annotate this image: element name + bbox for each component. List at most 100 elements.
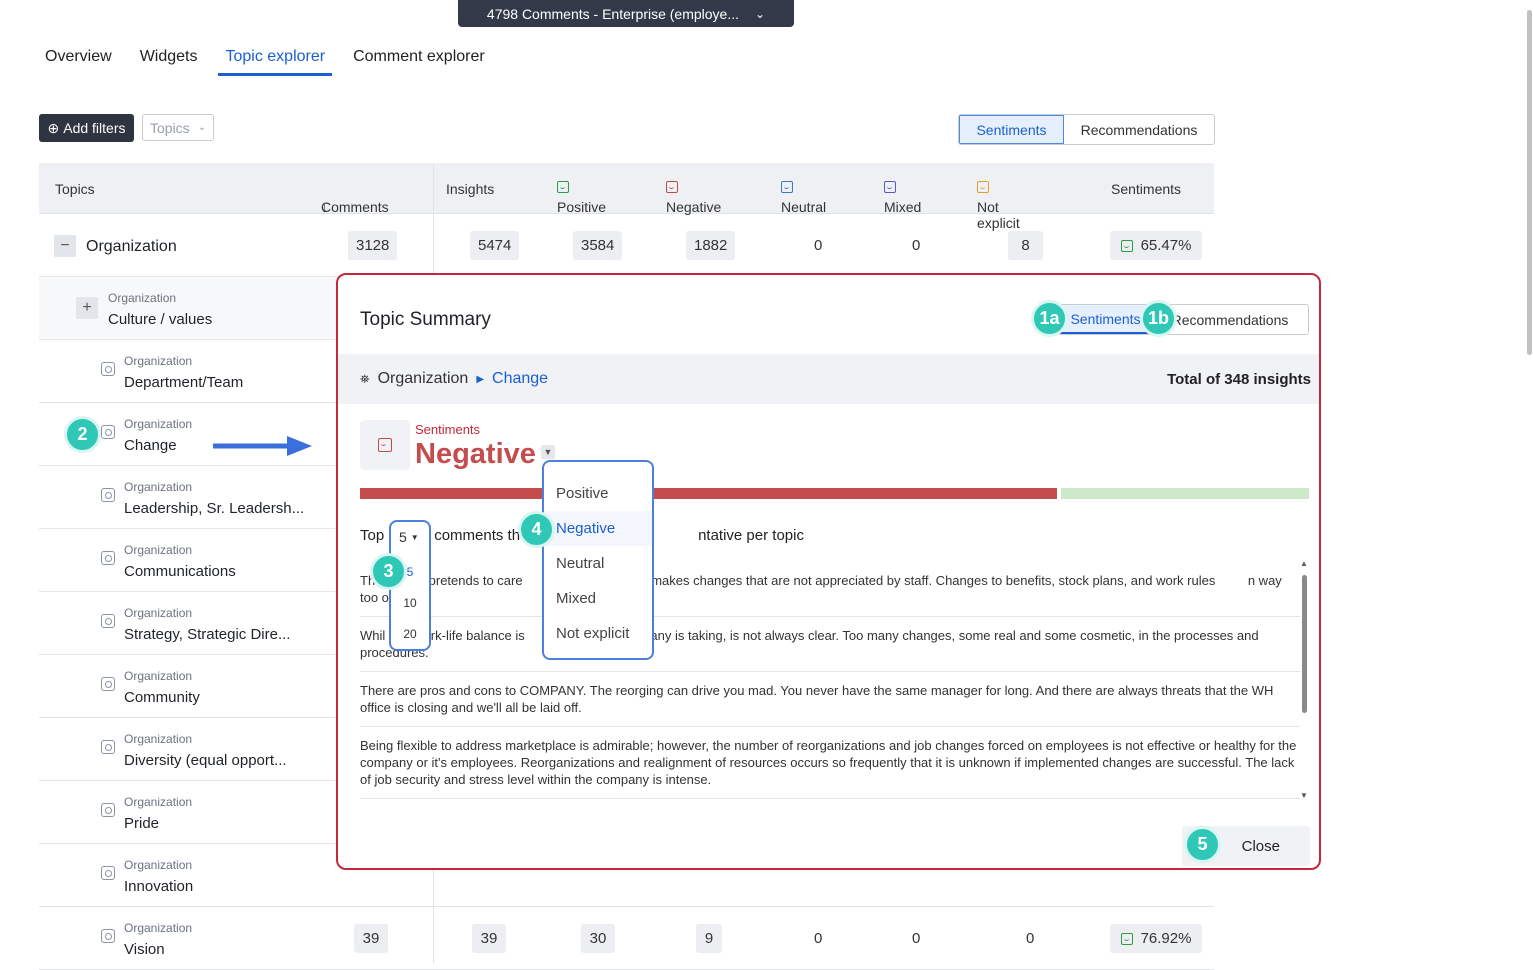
header-mixed: Mixed (884, 181, 921, 215)
negative-face-glyph (378, 438, 392, 452)
add-filters-button[interactable]: ⊕ Add filters (39, 114, 134, 142)
main-tabs: Overview Widgets Topic explorer Comment … (38, 40, 506, 76)
view-icon[interactable] (101, 929, 115, 943)
parent-neutral: 0 (814, 237, 823, 254)
view-icon[interactable] (101, 803, 115, 817)
breadcrumb-root[interactable]: Organization (377, 370, 469, 387)
header-negative-label: Negative (666, 199, 722, 215)
neutral-face-icon (781, 181, 793, 193)
tab-comment-explorer[interactable]: Comment explorer (353, 48, 485, 65)
collapse-icon[interactable]: − (54, 235, 76, 257)
dataset-selector[interactable]: 4798 Comments - Enterprise (employe... ⌄ (458, 0, 794, 27)
chevron-down-icon: ⌄ (755, 6, 766, 21)
top-count-option[interactable]: 10 (403, 596, 417, 610)
header-sentiments: Sentiments (1111, 181, 1182, 197)
row-sentiment-badge: 76.92% (1110, 924, 1202, 953)
header-insights: Insights (446, 181, 495, 197)
negative-share-bar (360, 488, 1057, 499)
total-insights: Total of 348 insights (1167, 371, 1311, 388)
page-scroll-thumb[interactable] (1527, 10, 1532, 355)
table-row[interactable]: Organization Innovation (39, 844, 1214, 907)
top-count-current[interactable]: 5 ▼ (399, 529, 419, 545)
view-icon[interactable] (101, 614, 115, 628)
row-neutral: 0 (814, 930, 823, 947)
row-insights: 39 (472, 924, 506, 953)
sentiment-option[interactable]: Positive (556, 485, 609, 502)
header-neutral: Neutral (781, 181, 826, 215)
view-icon[interactable] (101, 551, 115, 565)
sentiment-option[interactable]: Mixed (556, 590, 597, 607)
view-icon[interactable] (101, 362, 115, 376)
tab-overview[interactable]: Overview (45, 48, 112, 65)
sentiment-dropdown-toggle[interactable]: ▼ (541, 445, 555, 459)
row-topic-name: Culture / values (108, 311, 213, 328)
sentiments-toggle[interactable]: Sentiments (959, 115, 1064, 144)
view-icon[interactable] (101, 488, 115, 502)
parent-positive: 3584 (573, 231, 623, 260)
view-icon[interactable] (101, 866, 115, 880)
row-category: Organization (124, 480, 193, 494)
sentiment-option[interactable]: Neutral (556, 555, 605, 572)
table-row-parent[interactable]: − Organization 3128 5474 3584 1882 0 0 8… (39, 214, 1214, 277)
parent-negative: 1882 (686, 231, 736, 260)
row-topic-name: Diversity (equal opport... (124, 752, 287, 769)
row-mixed: 0 (912, 930, 921, 947)
modal-view-toggle: Sentiments Recommendations (1058, 304, 1309, 335)
comments-scrollbar[interactable]: ▲ ▼ (1300, 559, 1308, 803)
top-middle: comments th (434, 527, 521, 544)
scroll-up-icon[interactable]: ▲ (1300, 559, 1308, 568)
topic-summary-modal: Topic Summary Sentiments Recommendations… (336, 273, 1321, 870)
negative-face-icon (666, 181, 678, 193)
breadcrumb-current[interactable]: Change (492, 370, 549, 387)
row-category: Organization (124, 669, 193, 683)
row-category: Organization (124, 354, 193, 368)
row-category: Organization (124, 795, 193, 809)
recommendations-toggle[interactable]: Recommendations (1080, 121, 1198, 138)
sentiment-value: Negative (415, 438, 536, 470)
positive-face-icon (557, 181, 569, 193)
chevron-down-icon: ⌄ (197, 122, 207, 133)
tab-topic-explorer[interactable]: Topic explorer (218, 40, 333, 76)
row-topic-name: Change (124, 437, 177, 454)
row-positive: 30 (581, 924, 615, 953)
top-count-option[interactable]: 20 (403, 627, 417, 641)
row-category: Organization (124, 921, 193, 935)
view-icon[interactable] (101, 740, 115, 754)
step-badge-1a: 1a (1031, 300, 1068, 337)
header-not-explicit-label: Not explicit (977, 199, 1020, 231)
parent-mixed: 0 (912, 237, 921, 254)
top-suffix: ntative per topic (698, 527, 804, 544)
scroll-down-icon[interactable]: ▼ (1300, 791, 1308, 800)
row-not-explicit: 0 (1026, 930, 1035, 947)
step-badge-5: 5 (1184, 826, 1221, 863)
topics-select-label: Topics (150, 119, 190, 136)
add-filters-label: Add filters (63, 120, 126, 136)
view-icon[interactable] (101, 677, 115, 691)
comment-item: Whil work-life balance is n the company … (360, 617, 1300, 672)
row-category: Organization (124, 732, 193, 746)
table-header: Topics Comments ↓ Insights Positive Negat… (39, 163, 1214, 231)
top-comments-line: Top comments th ntative per topic (360, 527, 804, 544)
expand-icon[interactable]: + (76, 297, 98, 319)
row-sentiment-value: 76.92% (1140, 930, 1192, 947)
modal-sentiments-toggle[interactable]: Sentiments (1059, 305, 1152, 334)
tab-widgets[interactable]: Widgets (139, 48, 198, 65)
table-row[interactable]: Organization Vision 39 39 30 9 0 0 0 76.… (39, 907, 1214, 970)
top-count-option[interactable]: 5 (406, 565, 414, 579)
positive-face-icon (1120, 932, 1133, 945)
view-icon[interactable] (101, 425, 115, 439)
parent-insights: 5474 (470, 231, 520, 260)
mixed-face-icon (884, 181, 896, 193)
row-topic-name: Leadership, Sr. Leadersh... (124, 500, 305, 517)
topics-select[interactable]: Topics ⌄ (142, 114, 214, 141)
positive-share-bar (1061, 488, 1309, 499)
sentiment-option[interactable]: Negative (544, 511, 652, 546)
sentiment-option[interactable]: Not explicit (556, 625, 630, 642)
row-category: Organization (124, 417, 193, 431)
modal-recommendations-toggle[interactable]: Recommendations (1171, 311, 1289, 328)
page-scrollbar[interactable] (1526, 0, 1533, 963)
step-badge-1b: 1b (1140, 300, 1177, 337)
row-comments: 39 (354, 924, 388, 953)
scroll-thumb[interactable] (1302, 575, 1307, 713)
comment-item: Th ny pretends to care yet repeatedly ma… (360, 562, 1300, 617)
